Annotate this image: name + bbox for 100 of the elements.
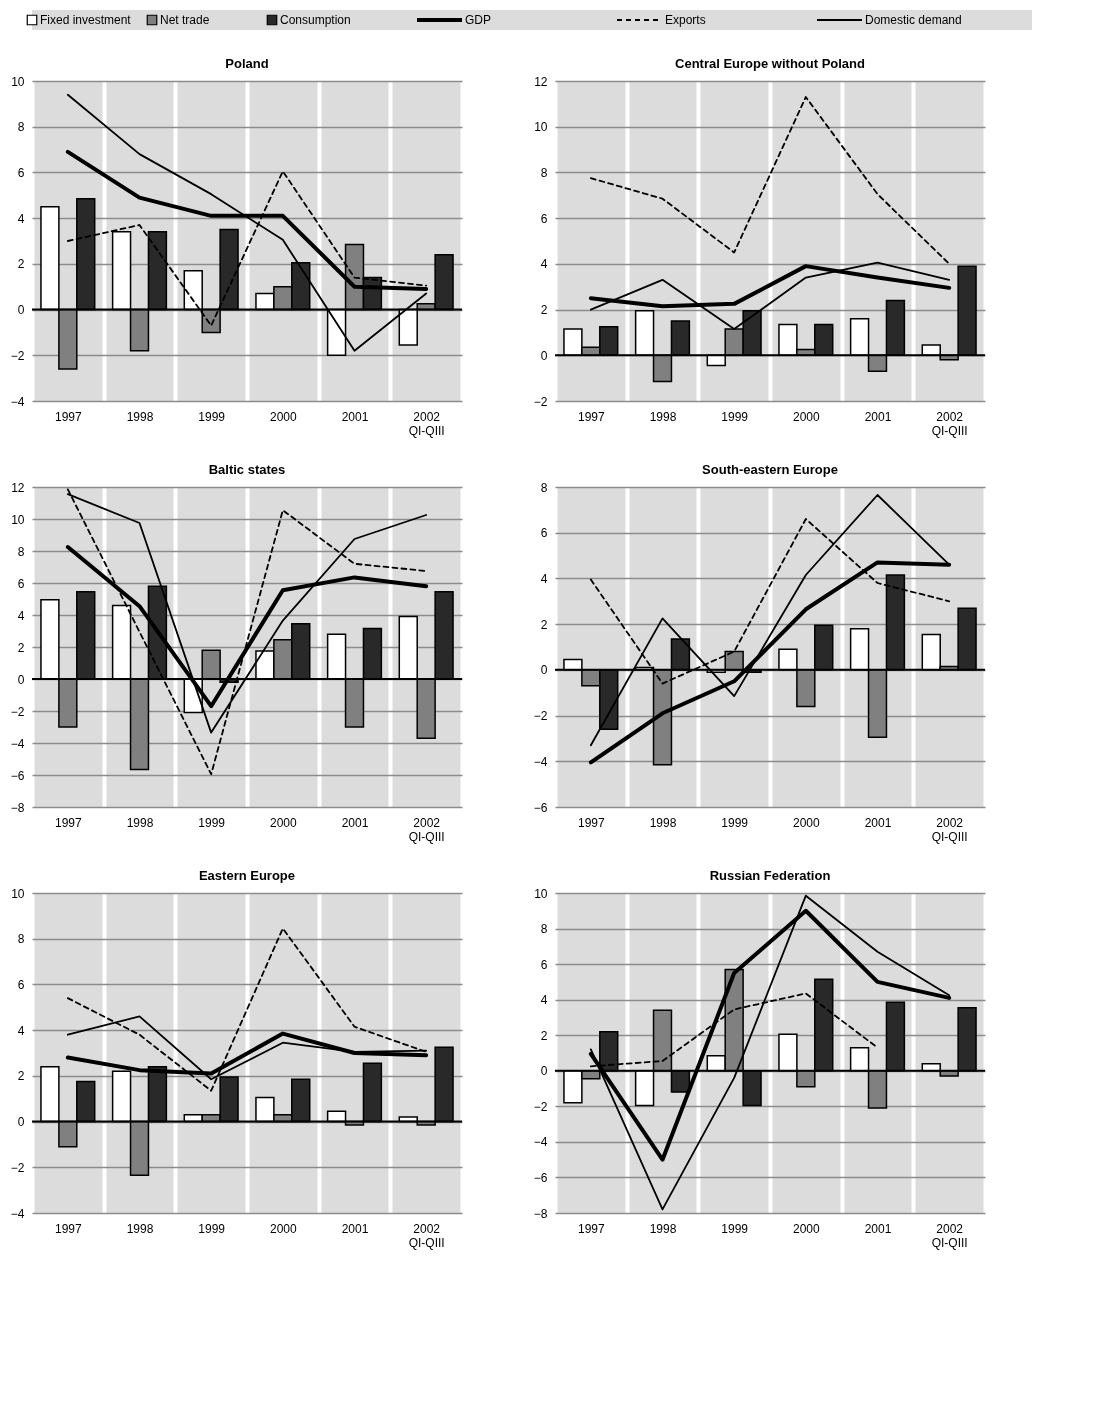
x-tick-label: 2000 [792,409,820,424]
chart-title: Poland [225,56,269,71]
x-tick-label: 1997 [577,409,605,424]
y-tick-label: 10 [11,74,25,89]
x-tick-label: 2002 QI-QIII [408,409,445,438]
y-tick-label: 4 [540,571,548,586]
x-tick-label: 1998 [649,815,677,830]
x-tick-label: 2002 QI-QIII [931,409,968,438]
y-tick-label: −2 [533,709,548,724]
x-tick-label: 2000 [792,815,820,830]
y-tick-label: 10 [534,886,548,901]
y-tick-label: −6 [10,768,25,783]
y-tick-label: −8 [533,1206,548,1221]
x-tick-label: 1999 [198,409,226,424]
x-tick-label: 1997 [54,1221,82,1236]
x-tick-label: 2000 [792,1221,820,1236]
y-tick-label: −2 [10,704,25,719]
y-tick-label: 10 [534,120,548,135]
x-tick-label: 1999 [198,1221,226,1236]
y-tick-label: 8 [17,932,25,947]
y-tick-label: 4 [17,211,25,226]
x-tick-label: 1997 [54,815,82,830]
x-tick-label: 1998 [126,409,154,424]
chart-title: Central Europe without Poland [675,56,866,71]
x-tick-label: 2001 [341,815,369,830]
y-tick-label: −4 [10,394,25,409]
chart-title: Russian Federation [709,868,831,883]
legend-label: Exports [665,13,706,27]
legend-label: GDP [465,13,492,27]
x-tick-label: 2001 [864,409,892,424]
chart-title: South-eastern Europe [702,462,838,477]
x-tick-label: 1999 [721,1221,749,1236]
y-tick-label: 0 [540,1064,548,1079]
y-tick-label: 2 [540,303,548,318]
x-tick-label: 2001 [341,1221,369,1236]
y-tick-label: −2 [533,394,548,409]
x-tick-label: 1998 [649,1221,677,1236]
y-tick-label: −4 [10,736,25,751]
y-tick-label: −2 [10,1160,25,1175]
y-tick-label: 12 [534,74,548,89]
y-tick-label: 0 [17,303,25,318]
x-tick-label: 1998 [126,815,154,830]
x-tick-label: 2002 QI-QIII [408,1221,445,1250]
y-tick-label: −6 [533,800,548,815]
x-tick-label: 2001 [864,815,892,830]
y-tick-label: 8 [540,922,548,937]
y-tick-label: −6 [533,1170,548,1185]
y-tick-label: −4 [533,1135,548,1150]
x-tick-label: 2002 QI-QIII [408,815,445,844]
x-tick-label: 2000 [269,815,297,830]
y-tick-label: 2 [540,617,548,632]
legend-label: Net trade [160,13,210,27]
y-tick-label: −2 [10,348,25,363]
y-tick-label: 4 [17,608,25,623]
y-tick-label: 6 [17,977,25,992]
y-tick-label: 4 [17,1023,25,1038]
y-tick-label: 0 [17,672,25,687]
x-tick-label: 1999 [198,815,226,830]
y-tick-label: −4 [10,1206,25,1221]
x-tick-label: 1998 [649,409,677,424]
y-tick-label: 2 [17,1069,25,1084]
y-tick-label: 4 [540,993,548,1008]
y-tick-label: 10 [11,886,25,901]
y-tick-label: 6 [17,576,25,591]
x-tick-label: 2001 [341,409,369,424]
chart-title: Eastern Europe [198,868,296,883]
chart-title: Baltic states [208,462,286,477]
x-tick-label: 2000 [269,409,297,424]
y-tick-label: 12 [11,480,25,495]
y-tick-label: 8 [540,480,548,495]
y-tick-label: 2 [17,257,25,272]
y-tick-label: 6 [540,957,548,972]
x-tick-label: 2002 QI-QIII [931,815,968,844]
x-tick-label: 2002 QI-QIII [931,1221,968,1250]
y-tick-label: 8 [17,544,25,559]
x-tick-label: 2000 [269,1221,297,1236]
y-tick-label: −4 [533,754,548,769]
y-tick-label: 6 [17,165,25,180]
y-tick-label: 2 [540,1028,548,1043]
x-tick-label: 1997 [54,409,82,424]
y-tick-label: 8 [17,120,25,135]
y-tick-label: −8 [10,800,25,815]
legend-label: Consumption [280,13,351,27]
y-tick-label: 6 [540,526,548,541]
y-tick-label: 10 [11,512,25,527]
x-tick-label: 2001 [864,1221,892,1236]
y-tick-label: −2 [533,1099,548,1114]
x-tick-label: 1997 [577,1221,605,1236]
x-tick-label: 1999 [721,815,749,830]
legend-label: Domestic demand [865,13,962,27]
x-tick-label: 1998 [126,1221,154,1236]
y-tick-label: 2 [17,640,25,655]
y-tick-label: 0 [540,663,548,678]
legend-label: Fixed investment [40,13,132,27]
y-tick-label: 8 [540,165,548,180]
y-tick-label: 4 [540,257,548,272]
x-tick-label: 1997 [577,815,605,830]
y-tick-label: 0 [540,348,548,363]
x-tick-label: 1999 [721,409,749,424]
y-tick-label: 0 [17,1115,25,1130]
